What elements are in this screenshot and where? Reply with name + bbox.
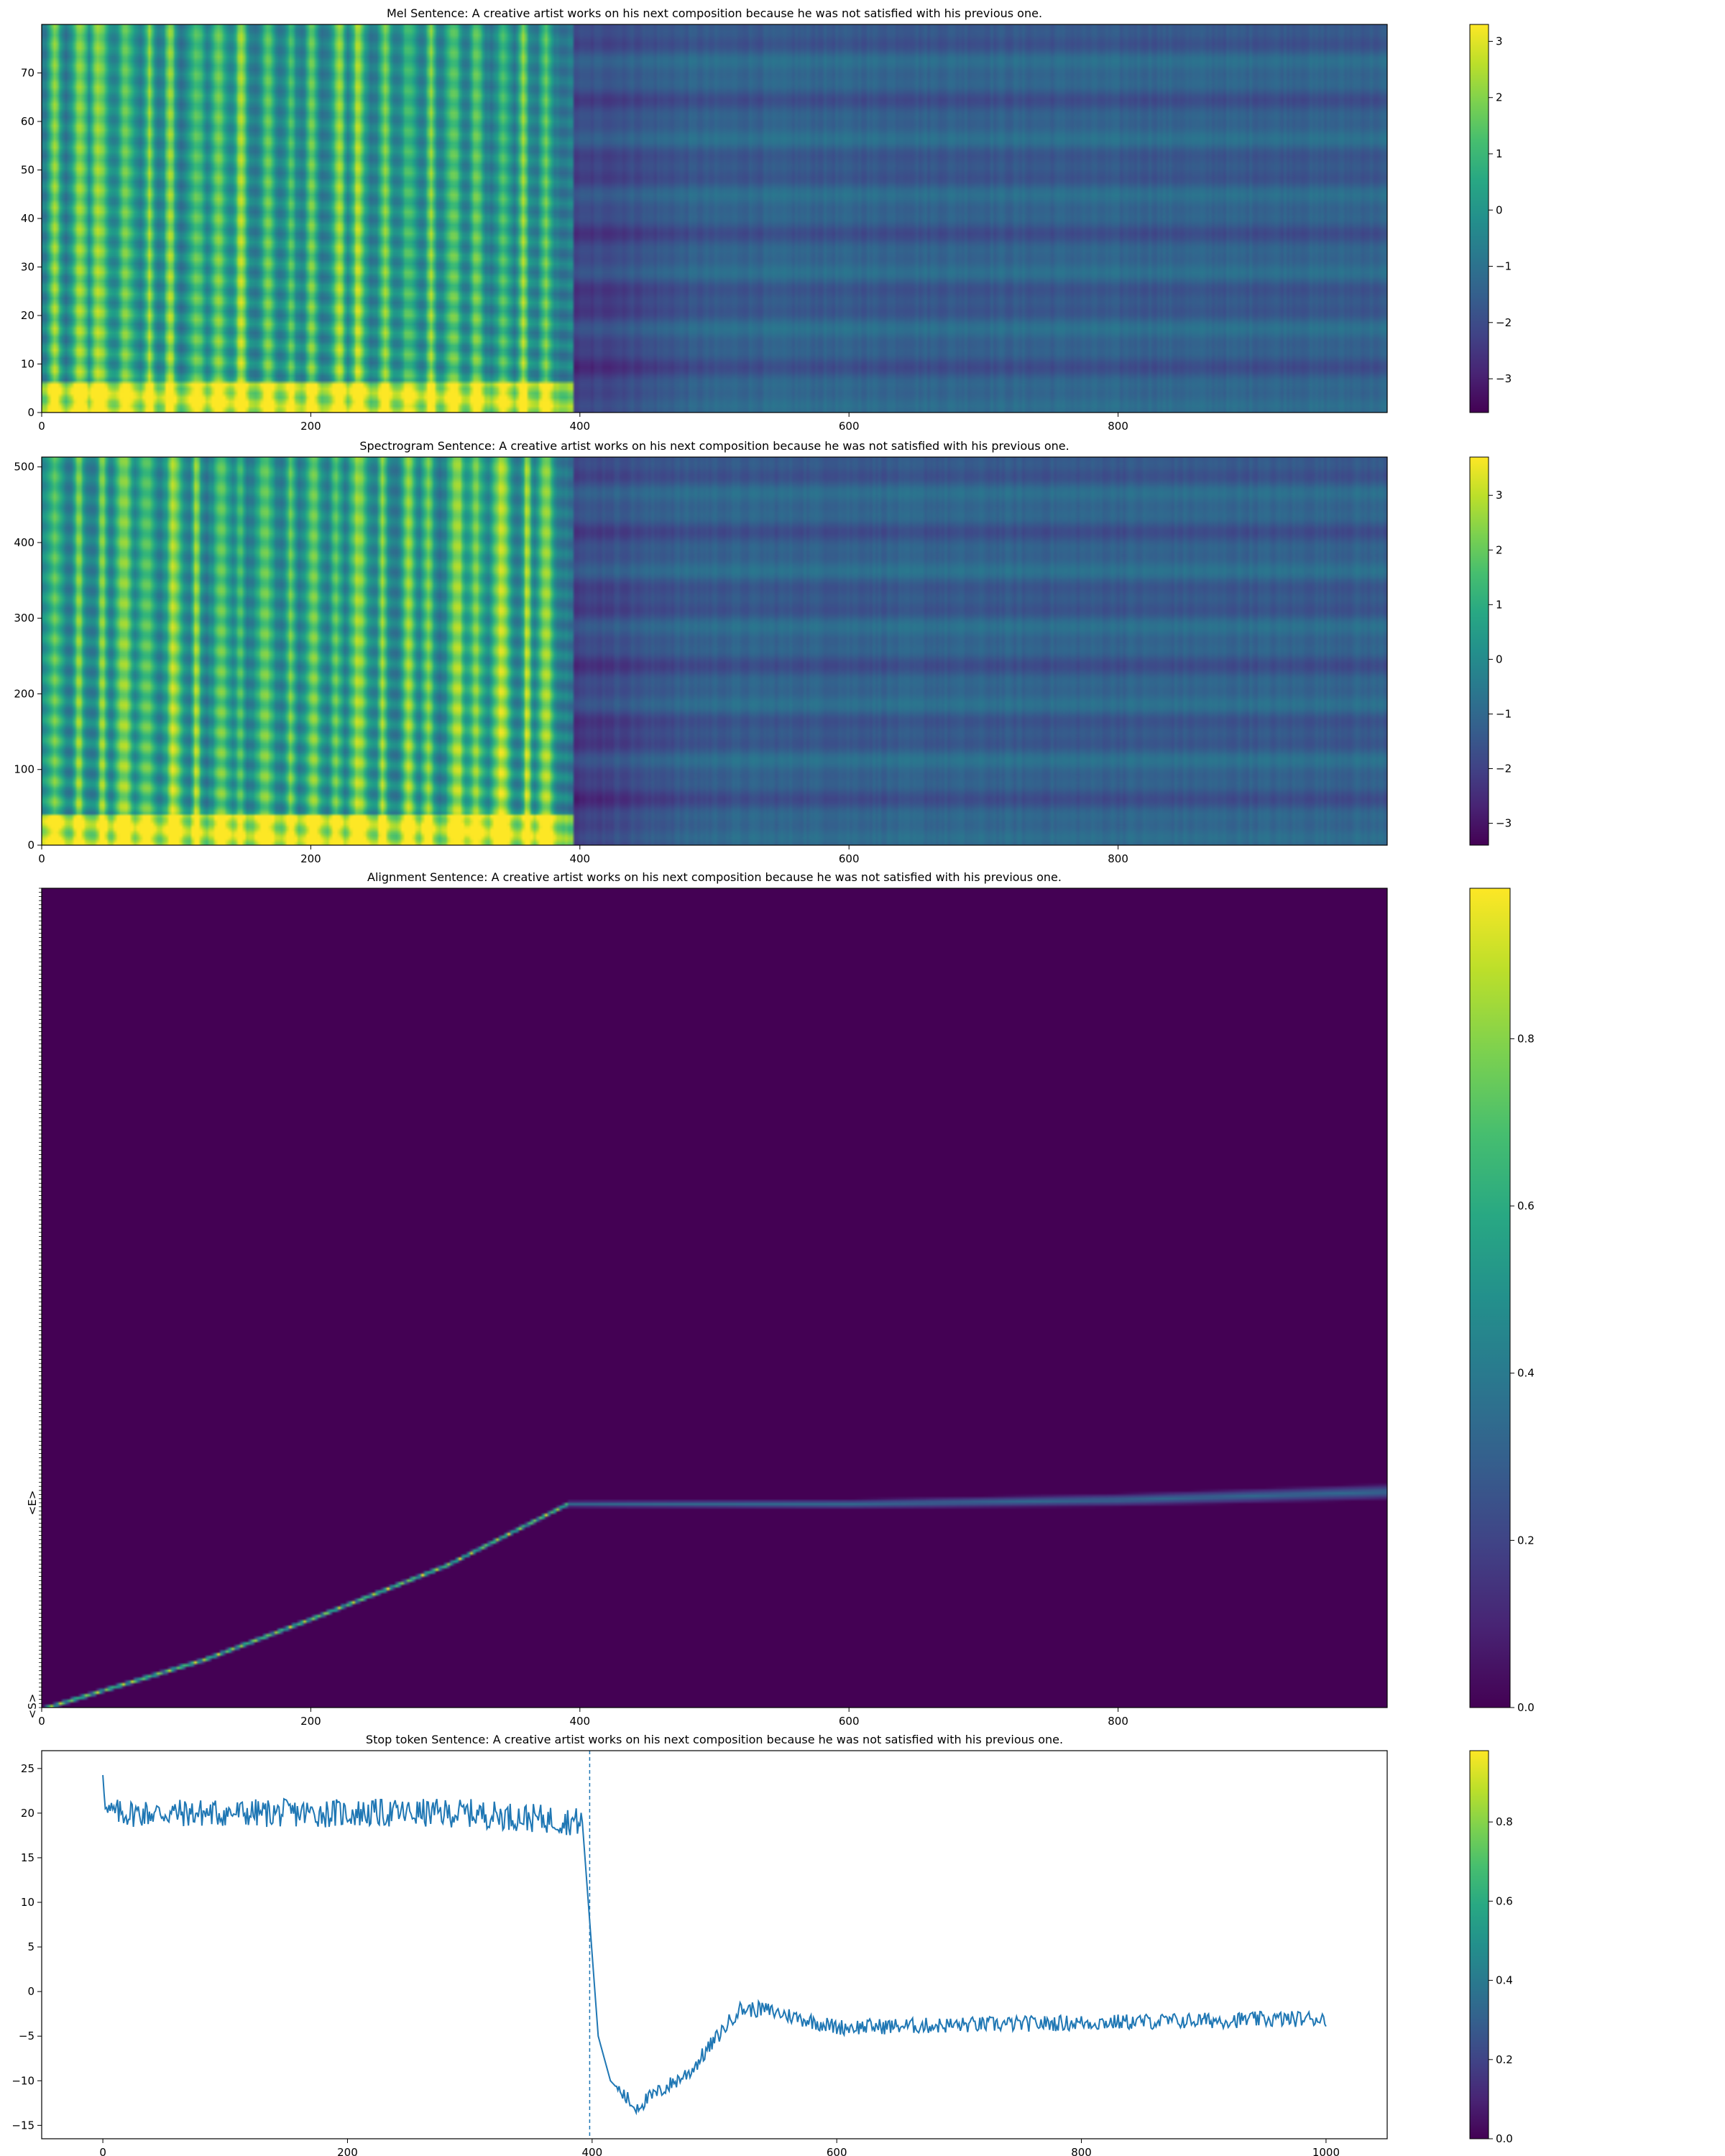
alignment-token-label-start: <S> xyxy=(26,1694,39,1719)
spectrogram-xtick-label: 200 xyxy=(300,852,321,865)
mel-colorbar-tick-label: 3 xyxy=(1496,34,1503,47)
mel-colorbar: 3 2 1 0 −1 −2 −3 xyxy=(1469,24,1512,413)
mel-ytick-label: 20 xyxy=(21,309,34,322)
spectrogram-colorbar-fill xyxy=(1469,456,1489,846)
alignment-colorbar-fill xyxy=(1469,888,1511,1708)
mel-ytick-label: 60 xyxy=(21,115,34,128)
alignment-token-label-end: <E> xyxy=(26,1491,39,1516)
mel-colorbar-tick-label: −3 xyxy=(1496,372,1512,385)
stop-token-title: Stop token Sentence: A creative artist w… xyxy=(366,1733,1063,1746)
alignment-colorbar-tick-label: 0.4 xyxy=(1517,1367,1535,1380)
spectrogram-axes-frame xyxy=(41,456,1388,846)
spectrogram-colorbar-tick-label: 2 xyxy=(1496,543,1503,556)
stop-token-colorbar-tick-label: 0.8 xyxy=(1496,1815,1513,1828)
mel-title: Mel Sentence: A creative artist works on… xyxy=(387,6,1042,20)
stop-token-axes-frame xyxy=(41,1750,1388,2139)
spectrogram-title: Spectrogram Sentence: A creative artist … xyxy=(359,439,1069,453)
alignment-title: Alignment Sentence: A creative artist wo… xyxy=(367,870,1062,884)
mel-heatmap xyxy=(42,24,1387,413)
spectrogram-ytick-label: 100 xyxy=(14,763,34,776)
stop-token-series-line xyxy=(102,1774,1327,2116)
spectrogram-colorbar-tick-label: −1 xyxy=(1496,707,1512,720)
stop-token-xtick-label: 1000 xyxy=(1312,2146,1340,2156)
mel-xtick-label: 800 xyxy=(1108,420,1128,433)
spectrogram-ytick-label: 300 xyxy=(14,612,34,625)
stop-token-ytick-label: 5 xyxy=(27,1940,34,1953)
stop-token-xtick-label: 800 xyxy=(1071,2146,1092,2156)
stop-token-ytick-label: 10 xyxy=(21,1896,34,1909)
stop-token-ytick-label: −15 xyxy=(12,2119,34,2132)
mel-colorbar-tick-label: 1 xyxy=(1496,147,1503,160)
spectrogram-colorbar-tick-label: −2 xyxy=(1496,763,1512,775)
mel-ytick-label: 40 xyxy=(21,212,34,225)
stop-token-xtick-label: 200 xyxy=(337,2146,358,2156)
mel-ytick-label: 30 xyxy=(21,261,34,274)
stop-token-colorbar-fill xyxy=(1469,1750,1489,2139)
spectrogram-colorbar: 3 2 1 0 −1 −2 −3 xyxy=(1469,456,1512,846)
mel-ytick-label: 50 xyxy=(21,164,34,177)
alignment-colorbar-tick-label: 0.0 xyxy=(1517,1701,1535,1714)
stop-token-ytick-label: −10 xyxy=(12,2074,34,2087)
spectrogram-colorbar-tick-label: 1 xyxy=(1496,598,1503,611)
mel-ytick-label: 10 xyxy=(21,358,34,371)
stop-token-colorbar: 0.0 0.2 0.4 0.6 0.8 xyxy=(1469,1750,1513,2145)
alignment-xtick-label: 800 xyxy=(1108,1715,1128,1728)
alignment-xtick-label: 600 xyxy=(839,1715,860,1728)
alignment-colorbar: 0.0 0.2 0.4 0.6 0.8 xyxy=(1469,888,1535,1714)
alignment-panel: Alignment Sentence: A creative artist wo… xyxy=(26,870,1388,1728)
spectrogram-ytick-label: 200 xyxy=(14,687,34,700)
stop-token-xtick-label: 0 xyxy=(99,2146,106,2156)
spectrogram-ytick-label: 500 xyxy=(14,461,34,474)
spectrogram-ytick-label: 400 xyxy=(14,536,34,549)
spectrogram-colorbar-tick-label: −3 xyxy=(1496,817,1512,830)
spectrogram-panel: Spectrogram Sentence: A creative artist … xyxy=(14,439,1388,865)
stop-token-ytick-label: 0 xyxy=(27,1985,34,1998)
stop-token-colorbar-tick-label: 0.6 xyxy=(1496,1894,1513,1907)
stop-token-ytick-label: 25 xyxy=(21,1762,34,1775)
alignment-xtick-label: 400 xyxy=(569,1715,590,1728)
alignment-xtick-label: 200 xyxy=(300,1715,321,1728)
mel-colorbar-tick-label: −2 xyxy=(1496,316,1512,329)
stop-token-panel: Stop token Sentence: A creative artist w… xyxy=(12,1733,1388,2156)
stop-token-xtick-label: 400 xyxy=(581,2146,602,2156)
spectrogram-xtick-label: 0 xyxy=(38,852,45,865)
stop-token-xtick-label: 600 xyxy=(827,2146,847,2156)
stop-token-colorbar-tick-label: 0.4 xyxy=(1496,1974,1513,1987)
mel-colorbar-tick-label: 2 xyxy=(1496,91,1503,104)
mel-colorbar-tick-label: 0 xyxy=(1496,203,1503,216)
mel-colorbar-tick-label: −1 xyxy=(1496,260,1512,273)
mel-xtick-label: 200 xyxy=(300,420,321,433)
mel-ytick-label: 70 xyxy=(21,67,34,80)
mel-xtick-label: 400 xyxy=(569,420,590,433)
stop-token-ytick-label: 20 xyxy=(21,1807,34,1820)
alignment-colorbar-tick-label: 0.2 xyxy=(1517,1534,1535,1547)
stop-token-colorbar-tick-label: 0.0 xyxy=(1496,2132,1513,2145)
spectrogram-colorbar-tick-label: 3 xyxy=(1496,489,1503,502)
spectrogram-xtick-label: 400 xyxy=(569,852,590,865)
mel-xtick-label: 0 xyxy=(38,420,45,433)
alignment-colorbar-tick-label: 0.6 xyxy=(1517,1199,1535,1212)
spectrogram-heatmap xyxy=(42,457,1387,845)
stop-token-ytick-label: −5 xyxy=(19,2030,34,2042)
spectrogram-xtick-label: 600 xyxy=(839,852,860,865)
spectrogram-xtick-label: 800 xyxy=(1108,852,1128,865)
mel-panel: Mel Sentence: A creative artist works on… xyxy=(21,6,1388,433)
stop-token-colorbar-tick-label: 0.2 xyxy=(1496,2053,1513,2066)
stop-token-ytick-label: 15 xyxy=(21,1851,34,1864)
mel-colorbar-fill xyxy=(1469,24,1489,413)
alignment-heatmap xyxy=(42,888,1387,1708)
spectrogram-ytick-label: 0 xyxy=(27,839,34,852)
spectrogram-colorbar-tick-label: 0 xyxy=(1496,653,1503,665)
mel-xtick-label: 600 xyxy=(839,420,860,433)
alignment-xtick-label: 0 xyxy=(38,1715,45,1728)
mel-ytick-label: 0 xyxy=(27,406,34,419)
alignment-colorbar-tick-label: 0.8 xyxy=(1517,1032,1535,1045)
